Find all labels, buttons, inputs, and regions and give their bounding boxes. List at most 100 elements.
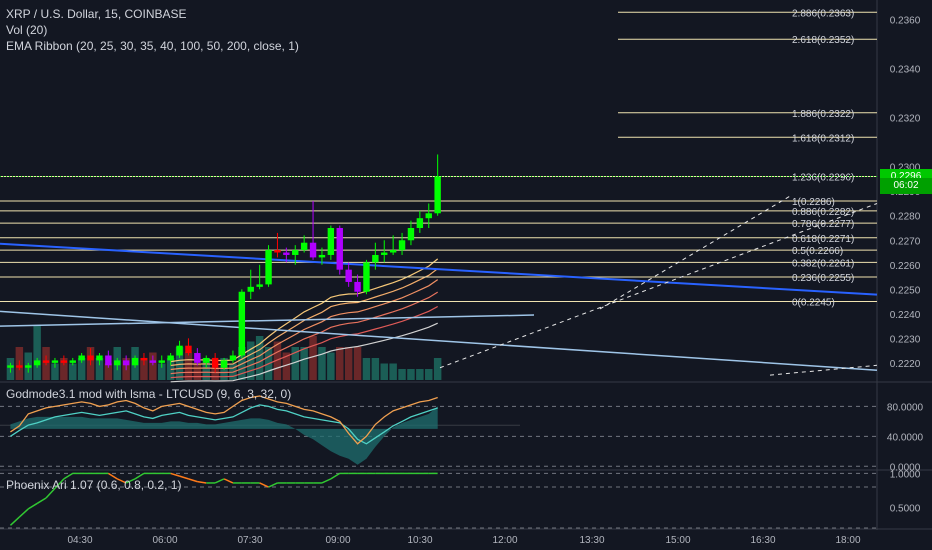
candle-body <box>185 345 192 354</box>
candle-body <box>220 360 228 368</box>
phoenix-line-segment <box>63 472 74 480</box>
volume-bar <box>77 358 86 380</box>
volume-bar <box>291 347 299 380</box>
candle-body <box>87 355 94 361</box>
price-axis-tick: 0.2360 <box>890 16 921 27</box>
candle-body <box>25 365 32 368</box>
phoenix-line-segment <box>268 482 278 488</box>
phoenix-line-segment <box>223 478 234 484</box>
phoenix-line-segment <box>54 478 65 489</box>
time-axis-tick: 07:30 <box>237 535 262 546</box>
volume-bar <box>140 358 148 380</box>
oscillator-series-line <box>10 404 438 445</box>
fib-level-label: 1.236(0.2296) <box>792 173 854 184</box>
price-axis-tick: 0.2340 <box>890 65 921 76</box>
trend-line <box>0 310 878 371</box>
volume-bar <box>60 358 68 380</box>
phoenix-axis-tick: 1.0000 <box>890 469 921 480</box>
price-axis-tick: 0.2220 <box>890 359 921 370</box>
fib-level-label: 2.618(0.2352) <box>792 35 854 46</box>
candle-body <box>372 254 379 263</box>
candle-body <box>416 218 424 228</box>
phoenix-line-segment <box>125 478 136 484</box>
time-axis-tick: 04:30 <box>67 535 92 546</box>
dashed-channel-line <box>599 195 791 310</box>
phoenix-line-segment <box>214 478 225 484</box>
phoenix-line-segment <box>197 480 207 484</box>
volume-bar <box>158 363 166 380</box>
price-axis-tick: 0.2230 <box>890 334 921 345</box>
volume-bar <box>327 352 335 380</box>
time-axis-tick: 15:00 <box>665 535 690 546</box>
candle-body <box>363 262 370 292</box>
volume-bar <box>104 363 113 380</box>
phoenix-line-segment <box>45 487 56 499</box>
phoenix-line-segment <box>27 502 38 510</box>
candle-body <box>42 360 50 363</box>
phoenix-line-segment <box>116 478 127 484</box>
volume-bar <box>184 352 193 380</box>
countdown-tag: 06:02 <box>880 178 932 194</box>
volume-bar <box>398 369 406 380</box>
fib-level-label: 1.886(0.2322) <box>792 109 854 120</box>
volume-bar <box>247 341 255 380</box>
dashed-channel-line <box>439 203 878 369</box>
ema-ribbon-line <box>170 305 438 379</box>
candle-body <box>345 269 352 282</box>
oscillator-fill <box>10 406 438 465</box>
time-axis-tick: 06:00 <box>152 535 177 546</box>
trend-line <box>0 314 535 327</box>
candle-body <box>16 365 23 368</box>
phoenix-line-segment <box>134 472 145 480</box>
candle-body <box>398 240 406 251</box>
candle-body <box>292 250 299 255</box>
candle-body <box>211 357 219 368</box>
candle-body <box>149 360 157 363</box>
candle-body <box>327 228 335 255</box>
volume-bar <box>193 363 202 380</box>
oscillator-axis-tick: 0.0000 <box>890 462 921 473</box>
fib-level-label: 0.786(0.2277) <box>792 219 854 230</box>
volume-bar <box>202 358 210 380</box>
volume-bar <box>344 347 353 380</box>
volume-bar <box>407 369 415 380</box>
candle-body <box>309 242 317 258</box>
time-axis-tick: 09:00 <box>325 535 350 546</box>
volume-bar <box>309 336 317 380</box>
fib-level-label: 0.236(0.2255) <box>792 273 854 284</box>
candle-body <box>336 228 343 270</box>
candle-body <box>203 357 210 363</box>
volume-bar <box>380 363 388 380</box>
candle-body <box>7 365 14 368</box>
candle-body <box>425 213 432 219</box>
candle-body <box>389 250 397 253</box>
price-axis-tick: 0.2260 <box>890 261 921 272</box>
volume-bar <box>33 325 41 380</box>
volume-bar <box>425 369 433 380</box>
phoenix-line-segment <box>170 472 180 477</box>
fib-level-label: 1.618(0.2312) <box>792 133 854 144</box>
candle-body <box>229 355 237 361</box>
candle-body <box>51 360 59 363</box>
price-axis-tick: 0.2270 <box>890 236 921 247</box>
phoenix-legend: Phoenix Ari 1.07 (0.6, 0.8, 0.2, 1) <box>6 478 182 492</box>
price-axis-tick: 0.2320 <box>890 114 921 125</box>
candle-body <box>131 357 139 366</box>
candle-body <box>114 360 121 366</box>
volume-bar <box>433 358 442 380</box>
fib-level-label: 0.5(0.2266) <box>792 246 843 257</box>
volume-bar <box>318 347 326 380</box>
volume-bar <box>282 352 291 380</box>
volume-bar <box>371 358 380 380</box>
candle-body <box>247 286 254 292</box>
phoenix-line-segment <box>330 472 341 480</box>
volume-bar <box>273 341 282 380</box>
trend-line <box>0 242 878 296</box>
candle-body <box>194 353 201 363</box>
volume-bar <box>255 336 264 380</box>
phoenix-line-segment <box>36 497 47 505</box>
candle-body <box>256 284 263 287</box>
phoenix-line-segment <box>9 516 20 526</box>
fib-level-label: 1(0.2286) <box>792 197 835 208</box>
